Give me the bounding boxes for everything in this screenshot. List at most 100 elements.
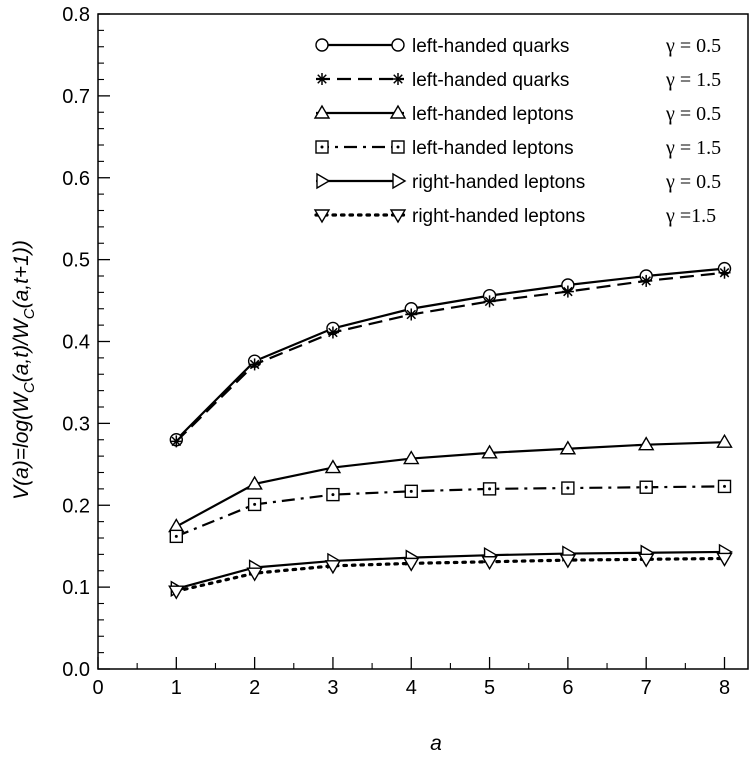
legend-marker bbox=[389, 209, 407, 224]
data-point bbox=[247, 497, 262, 512]
data-point-stroke bbox=[249, 359, 260, 370]
data-point-dot bbox=[409, 489, 413, 493]
legend-entry: left-handed leptons γ = 0.5 bbox=[313, 103, 721, 125]
y-axis-title-sub1: C bbox=[21, 382, 38, 393]
data-point bbox=[482, 482, 497, 496]
data-point bbox=[405, 308, 418, 321]
y-axis-title-middle: (a,t)/W bbox=[10, 317, 33, 382]
y-tick-label: 0.2 bbox=[62, 495, 90, 517]
data-point-dot bbox=[723, 484, 727, 488]
legend-label: right-handed leptons bbox=[412, 206, 585, 227]
data-point bbox=[561, 285, 574, 298]
data-point bbox=[639, 480, 653, 494]
x-axis: 0 1 2 3 4 5 6 7 8 bbox=[92, 657, 730, 699]
data-point bbox=[324, 459, 342, 474]
y-axis-title-prefix: V(a)=log(W bbox=[10, 391, 33, 500]
y-tick-label: 0.6 bbox=[62, 168, 90, 190]
series-line bbox=[174, 556, 727, 593]
data-point bbox=[559, 554, 577, 569]
series-2 bbox=[170, 266, 731, 448]
data-point-dot bbox=[174, 534, 178, 538]
data-point bbox=[481, 556, 498, 571]
legend-entry: right-handed leptons γ = 0.5 bbox=[316, 171, 721, 193]
series-line bbox=[175, 441, 725, 528]
series-4 bbox=[169, 479, 732, 544]
legend-entry: right-handed leptons γ =1.5 bbox=[313, 205, 716, 227]
legend-gamma-value: γ = 1.5 bbox=[665, 69, 721, 91]
legend-gamma-value: γ = 0.5 bbox=[665, 171, 721, 193]
x-tick-label: 3 bbox=[327, 677, 338, 699]
series-line bbox=[175, 485, 725, 538]
legend-label: left-handed leptons bbox=[412, 104, 574, 125]
x-tick-label: 5 bbox=[484, 677, 495, 699]
series-3 bbox=[168, 433, 733, 533]
y-axis: 0.0 0.1 0.2 0.3 0.4 0.5 0.6 0.7 0.8 bbox=[62, 4, 110, 681]
legend-marker bbox=[392, 172, 407, 190]
legend-label: left-handed leptons bbox=[412, 138, 574, 159]
y-axis-title-suffix: (a,t+1)) bbox=[10, 240, 33, 308]
series-line bbox=[175, 267, 725, 441]
data-point-dot bbox=[331, 493, 335, 497]
legend-gamma-value: γ = 0.5 bbox=[665, 35, 721, 57]
data-point bbox=[716, 552, 733, 567]
data-point bbox=[637, 436, 655, 451]
x-tick-label: 7 bbox=[641, 677, 652, 699]
data-point bbox=[717, 479, 732, 494]
series-line bbox=[176, 550, 725, 590]
legend-entry: left-handed quarks γ = 0.5 bbox=[315, 35, 721, 57]
legend-marker-dot bbox=[320, 145, 324, 149]
data-point bbox=[483, 295, 496, 308]
y-tick-label: 0.8 bbox=[62, 4, 90, 26]
data-point bbox=[404, 484, 418, 499]
data-point bbox=[326, 326, 339, 339]
legend-marker bbox=[316, 73, 328, 85]
legend-entry: left-handed leptons γ = 1.5 bbox=[315, 137, 721, 159]
data-point bbox=[561, 481, 575, 495]
data-point bbox=[324, 560, 342, 575]
legend-gamma-value: γ =1.5 bbox=[665, 205, 716, 227]
data-point bbox=[403, 557, 420, 572]
x-tick-label: 4 bbox=[406, 677, 417, 699]
y-tick-label: 0.7 bbox=[62, 86, 90, 108]
series-1 bbox=[169, 261, 732, 447]
legend-marker bbox=[391, 38, 405, 52]
legend-marker-stroke bbox=[317, 74, 327, 84]
legend-label: right-handed leptons bbox=[412, 172, 585, 193]
y-tick-label: 0.5 bbox=[62, 250, 90, 272]
x-tick-label: 8 bbox=[719, 677, 730, 699]
data-point-stroke bbox=[641, 276, 651, 286]
data-point bbox=[481, 444, 498, 459]
data-point-stroke bbox=[563, 286, 573, 297]
data-point bbox=[718, 266, 731, 279]
legend-marker bbox=[389, 104, 407, 119]
data-point bbox=[168, 585, 185, 600]
data-point bbox=[326, 487, 340, 502]
y-axis-title: V(a)=log(WC(a,t)/WC(a,t+1)) bbox=[10, 240, 38, 500]
data-point-dot bbox=[566, 486, 570, 490]
x-axis-title: a bbox=[430, 732, 442, 755]
data-point-dot bbox=[644, 485, 648, 489]
data-point bbox=[559, 440, 577, 455]
data-point-dot bbox=[253, 502, 257, 506]
series-layer bbox=[168, 261, 733, 600]
data-point bbox=[403, 450, 420, 465]
data-point-dot bbox=[488, 487, 492, 491]
data-point bbox=[637, 553, 655, 568]
data-point bbox=[640, 274, 653, 287]
x-tick-label: 6 bbox=[562, 677, 573, 699]
data-point bbox=[246, 567, 263, 582]
y-axis-title-sub2: C bbox=[21, 308, 38, 319]
data-point bbox=[716, 433, 733, 448]
data-point-stroke bbox=[484, 296, 495, 307]
data-point-stroke bbox=[328, 327, 338, 338]
data-point bbox=[170, 435, 183, 448]
y-tick-label: 0.3 bbox=[62, 413, 90, 435]
data-point bbox=[246, 475, 263, 490]
legend-marker bbox=[313, 209, 331, 224]
legend-marker bbox=[391, 140, 405, 154]
legend-marker bbox=[316, 172, 331, 190]
legend-marker-dot bbox=[396, 145, 400, 149]
legend-gamma-value: γ = 0.5 bbox=[665, 103, 721, 125]
